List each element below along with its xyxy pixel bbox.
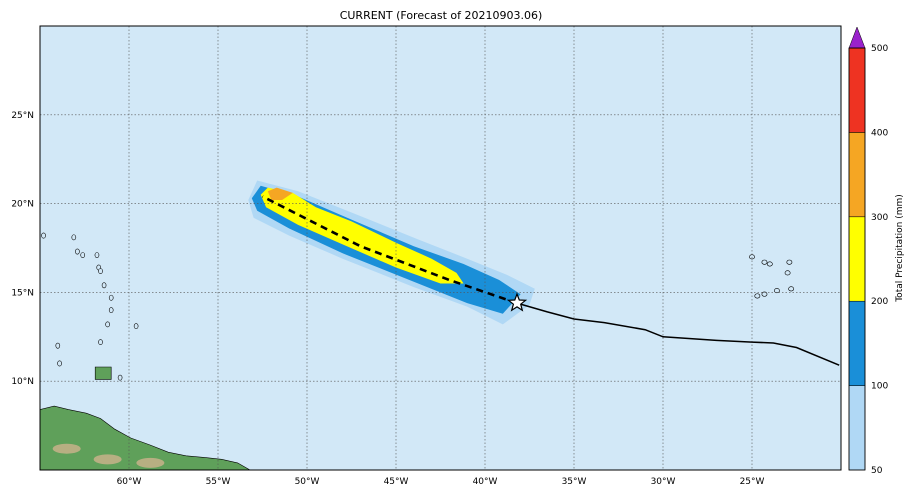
lon-tick-label: 40°W	[473, 477, 498, 487]
colorbar: 50 100 200 300 400 500 Total Precipitation (m…	[848, 26, 905, 476]
cape-verde-island	[766, 261, 773, 267]
colorbar-frame	[848, 47, 866, 471]
lon-tick-label: 45°W	[384, 477, 409, 487]
colorbar-extend-arrow	[848, 26, 866, 49]
lon-tick-label: 30°W	[651, 477, 676, 487]
south-america-landmass	[40, 405, 251, 470]
cape-verde-island	[754, 293, 761, 299]
lat-tick-label: 10°N	[11, 377, 34, 387]
map-panel: 60°W 55°W 50°W 45°W 40°W 35°W 30°W 25°W 10°N 15°N…	[11, 25, 842, 487]
terrain-patch	[93, 454, 122, 465]
forecast-track-line	[261, 195, 518, 305]
colorbar-segment	[848, 216, 866, 302]
terrain-patch	[136, 457, 165, 468]
colorbar-tick-label: 50	[871, 466, 883, 476]
caribbean-island	[71, 234, 77, 241]
caribbean-island	[55, 342, 61, 349]
caribbean-island	[117, 374, 123, 381]
lon-tick-label: 60°W	[117, 477, 142, 487]
cape-verde-island	[788, 286, 795, 292]
cape-verde-island	[786, 259, 793, 265]
caribbean-island	[108, 307, 114, 314]
colorbar-tick-label: 400	[871, 128, 888, 138]
storm-track	[261, 195, 840, 366]
lon-tick-label: 50°W	[295, 477, 320, 487]
caribbean-island	[57, 360, 62, 367]
precipitation-layer	[248, 180, 535, 325]
colorbar-tick-label: 500	[871, 44, 888, 54]
colorbar-segment	[848, 132, 866, 218]
caribbean-island	[101, 282, 107, 289]
lat-tick-label: 25°N	[11, 111, 34, 121]
lon-tick-label: 35°W	[562, 477, 587, 487]
caribbean-island	[94, 252, 100, 259]
past-track-line	[516, 302, 840, 366]
map-frame	[39, 25, 842, 471]
caribbean-island	[133, 323, 139, 330]
page-title: CURRENT (Forecast of 20210903.06)	[340, 9, 543, 22]
caribbean-island	[98, 268, 103, 274]
colorbar-tick-label: 200	[871, 297, 888, 307]
star-icon	[506, 292, 528, 312]
graticule	[40, 26, 841, 470]
caribbean-island	[41, 232, 46, 239]
lat-tick-label: 15°N	[11, 288, 34, 298]
colorbar-tick-label: 100	[871, 382, 888, 392]
cape-verde-island	[761, 291, 768, 297]
lat-tick-label: 20°N	[11, 200, 34, 210]
caribbean-island	[98, 339, 103, 346]
caribbean-island	[75, 248, 80, 255]
lon-tick-label: 25°W	[740, 477, 765, 487]
colorbar-tick-label: 300	[871, 213, 888, 223]
ocean-background	[40, 26, 841, 470]
colorbar-segment	[848, 47, 866, 133]
caribbean-island	[108, 294, 114, 301]
land-layer	[40, 232, 795, 470]
caribbean-island	[80, 252, 86, 259]
cape-verde-island	[774, 288, 780, 294]
precip-band-200-300	[260, 187, 464, 284]
caribbean-island	[105, 321, 110, 328]
lon-tick-label: 55°W	[206, 477, 231, 487]
axis-labels: 60°W 55°W 50°W 45°W 40°W 35°W 30°W 25°W 10°N 15°N…	[11, 111, 764, 487]
colorbar-label: Total Precipitation (mm)	[895, 194, 905, 303]
terrain-patch	[52, 443, 81, 454]
cape-verde-island	[784, 270, 791, 276]
precip-band-300-400	[267, 187, 293, 200]
colorbar-segment	[848, 300, 866, 386]
trinidad-island	[94, 366, 112, 380]
cape-verde-island	[761, 259, 768, 265]
colorbar-segment	[848, 385, 866, 471]
